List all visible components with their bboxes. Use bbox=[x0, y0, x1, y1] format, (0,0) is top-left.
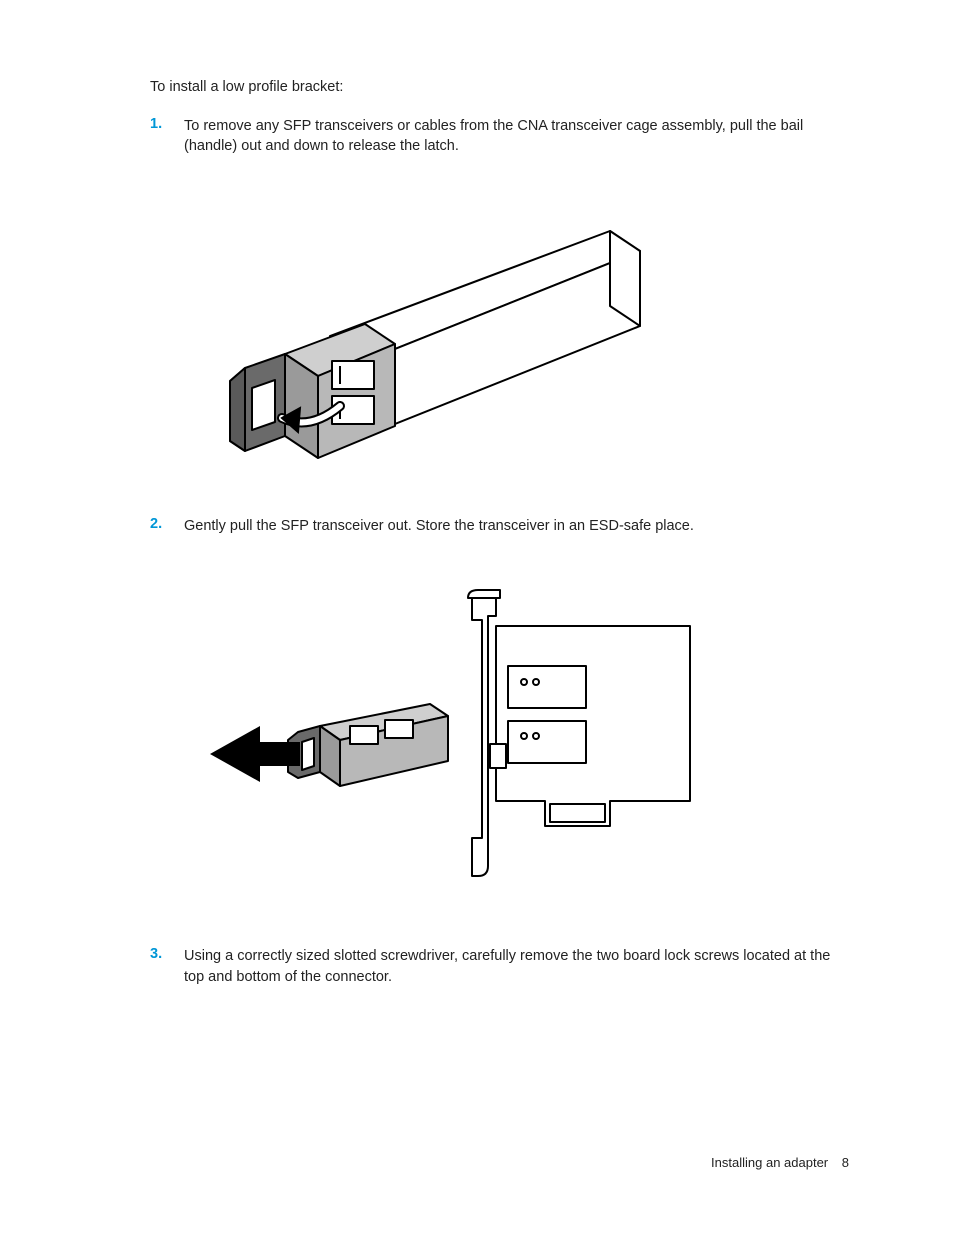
step-1-number: 1. bbox=[150, 116, 184, 132]
intro-text: To install a low profile bracket: bbox=[150, 78, 850, 98]
step-2: 2. Gently pull the SFP transceiver out. … bbox=[150, 516, 850, 536]
footer-page-number: 8 bbox=[842, 1155, 849, 1170]
step-3: 3. Using a correctly sized slotted screw… bbox=[150, 946, 850, 987]
step-2-text: Gently pull the SFP transceiver out. Sto… bbox=[184, 516, 850, 536]
step-2-number: 2. bbox=[150, 516, 184, 532]
figure-1-sfp-bail bbox=[190, 196, 850, 466]
step-3-number: 3. bbox=[150, 946, 184, 962]
footer-section: Installing an adapter bbox=[711, 1155, 828, 1170]
page-footer: Installing an adapter 8 bbox=[711, 1155, 849, 1170]
step-1: 1. To remove any SFP transceivers or cab… bbox=[150, 116, 850, 157]
step-1-text: To remove any SFP transceivers or cables… bbox=[184, 116, 850, 157]
step-3-text: Using a correctly sized slotted screwdri… bbox=[184, 946, 850, 987]
figure-2-sfp-remove-from-card bbox=[190, 576, 850, 896]
